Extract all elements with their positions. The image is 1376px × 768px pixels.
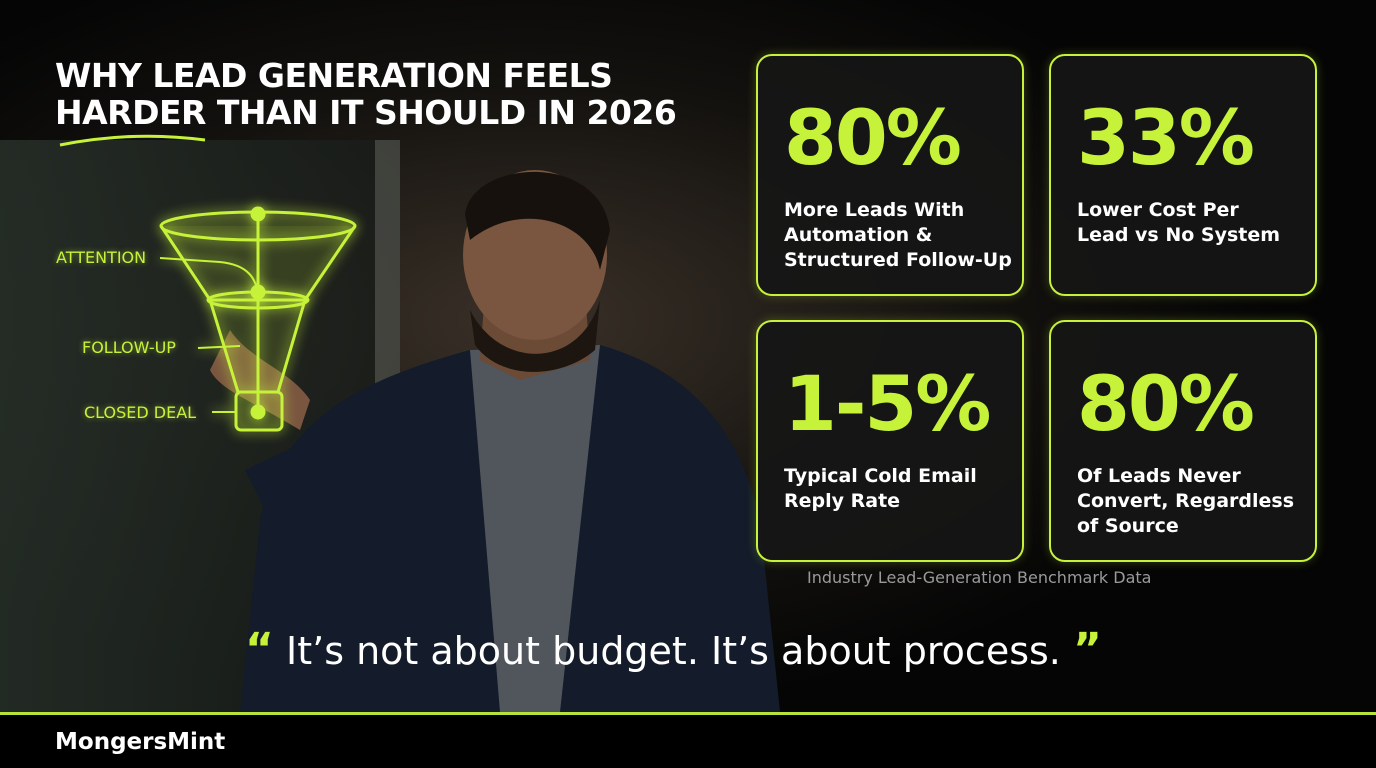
stat-label-line: Of Leads Never — [1077, 465, 1241, 487]
title-line: WHY LEAD GENERATION FEELS — [55, 56, 613, 95]
funnel-label: FOLLOW-UP — [82, 338, 176, 357]
quote-mark: “ — [245, 624, 274, 675]
funnel-label: CLOSED DEAL — [84, 403, 197, 422]
stat-label-line: Typical Cold Email — [784, 465, 977, 487]
quote-text: It’s not about budget. It’s about proces… — [286, 629, 1061, 673]
funnel-label: ATTENTION — [56, 248, 147, 267]
stat-card: 80% Of Leads Never Convert, Regardless of S… — [1049, 320, 1317, 562]
stat-label: Lower Cost Per Lead vs No System — [1077, 198, 1280, 248]
stat-card: 80% More Leads With Automation & Structured… — [756, 54, 1024, 296]
stat-value: 80% — [784, 93, 962, 182]
stat-value: 33% — [1077, 93, 1255, 182]
stat-label: Typical Cold Email Reply Rate — [784, 464, 977, 514]
stat-card: 1-5% Typical Cold Email Reply Rate — [756, 320, 1024, 562]
person — [210, 170, 780, 712]
stat-label-line: Structured Follow-Up — [784, 249, 1012, 271]
stat-label-line: More Leads With — [784, 199, 965, 221]
footer: MongersMint — [0, 712, 1376, 768]
funnel — [159, 206, 357, 432]
stat-value: 1-5% — [784, 359, 991, 448]
stat-label-line: Lead vs No System — [1077, 224, 1281, 246]
stat-label-line: Convert, Regardless — [1077, 490, 1295, 512]
stat-label-line: Lower Cost Per — [1077, 199, 1239, 221]
quote-mark: ” — [1072, 624, 1102, 675]
brand: MongersMint — [55, 729, 226, 755]
title-underline — [59, 134, 206, 147]
stat-value: 80% — [1077, 359, 1255, 448]
stat-label: Of Leads Never Convert, Regardless of Sour… — [1077, 464, 1294, 539]
quote: “ It’s not about budget. It’s about proc… — [245, 624, 1102, 675]
title-line: HARDER THAN IT SHOULD IN 2026 — [55, 93, 677, 132]
stat-label-line: Automation & — [784, 224, 933, 246]
stat-label-line: Reply Rate — [784, 490, 901, 512]
stat-label: More Leads With Automation & Structured Fo… — [784, 198, 1012, 273]
stat-card: 33% Lower Cost Per Lead vs No System — [1049, 54, 1317, 296]
source-note: Industry Lead-Generation Benchmark Data — [807, 568, 1152, 587]
stat-label-line: of Source — [1077, 515, 1179, 537]
